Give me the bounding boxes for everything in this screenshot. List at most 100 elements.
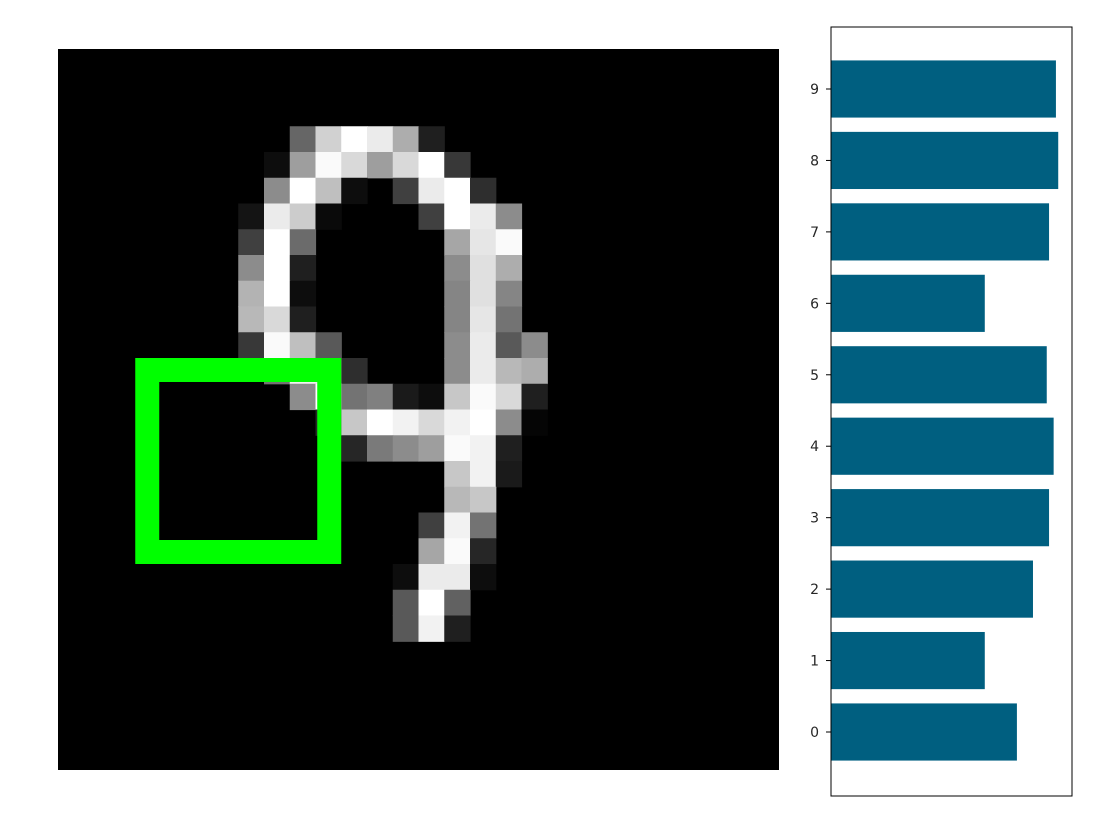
pixel-r16-c16 (470, 461, 497, 488)
bar-5 (831, 346, 1047, 404)
pixel-r20-c16 (470, 564, 497, 591)
pixel-r8-c17 (495, 255, 523, 282)
pixel-r15-c12 (367, 435, 394, 462)
pixel-r8-c7 (238, 255, 265, 282)
pixel-r10-c8 (264, 306, 291, 333)
pixel-r11-c10 (315, 332, 342, 359)
pixel-r16-c15 (444, 461, 471, 488)
pixel-r10-c16 (470, 306, 497, 333)
pixel-r6-c10 (315, 203, 342, 230)
pixel-r21-c13 (392, 589, 420, 617)
pixel-r11-c8 (264, 332, 291, 359)
pixel-r13-c9 (289, 383, 317, 411)
pixel-r4-c8 (264, 152, 291, 179)
pixel-r19-c14 (418, 538, 445, 565)
pixel-r9-c7 (238, 280, 265, 308)
bar-3 (831, 489, 1050, 547)
pixel-r12-c17 (495, 358, 523, 385)
pixel-r5-c16 (470, 177, 497, 205)
tick-label-5: 5 (810, 368, 819, 384)
pixel-r3-c11 (341, 126, 368, 153)
pixel-r7-c17 (495, 229, 523, 256)
pixel-r3-c8 (264, 126, 291, 153)
pixel-r13-c15 (444, 383, 471, 411)
pixel-r14-c11 (341, 409, 368, 436)
pixel-r14-c15 (444, 409, 471, 436)
bar-chart-frame (830, 26, 1073, 797)
pixel-r8-c8 (264, 255, 291, 282)
pixel-r15-c15 (444, 435, 471, 462)
bar-1 (831, 631, 985, 690)
pixel-r11-c16 (470, 332, 497, 359)
pixel-r17-c15 (444, 486, 471, 514)
pixel-r20-c15 (444, 564, 471, 591)
tick-label-8: 8 (810, 153, 819, 169)
pixel-r3-c12 (367, 126, 394, 153)
pixel-r5-c13 (392, 177, 420, 205)
pixel-r8-c9 (289, 255, 317, 282)
pixel-r18-c16 (470, 512, 497, 539)
pixel-r8-c15 (444, 255, 471, 282)
tick-label-6: 6 (810, 296, 819, 312)
pixel-r14-c13 (392, 409, 420, 436)
bar-8 (831, 131, 1059, 190)
pixel-r5-c9 (289, 177, 317, 205)
pixel-r12-c18 (521, 358, 548, 385)
pixel-r3-c13 (392, 126, 420, 153)
pixel-r14-c18 (521, 409, 548, 436)
pixel-r14-c17 (495, 409, 523, 436)
pixel-r4-c11 (341, 152, 368, 179)
pixel-r4-c14 (418, 152, 445, 179)
pixel-r14-c16 (470, 409, 497, 436)
pixel-r4-c13 (392, 152, 420, 179)
pixel-r9-c17 (495, 280, 523, 308)
pixel-r7-c8 (264, 229, 291, 256)
pixel-r19-c15 (444, 538, 471, 565)
pixel-r12-c16 (470, 358, 497, 385)
digit-pixels (238, 126, 548, 642)
pixel-r11-c18 (521, 332, 548, 359)
pixel-r13-c18 (521, 383, 548, 411)
pixel-r21-c15 (444, 589, 471, 617)
pixel-r7-c9 (289, 229, 317, 256)
pixel-r13-c11 (341, 383, 368, 411)
pixel-r13-c14 (418, 383, 445, 411)
pixel-r9-c16 (470, 280, 497, 308)
pixel-r10-c15 (444, 306, 471, 333)
tick-label-7: 7 (810, 225, 819, 241)
pixel-r13-c12 (367, 383, 394, 411)
pixel-r11-c9 (289, 332, 317, 359)
pixel-r5-c11 (341, 177, 368, 205)
pixel-r19-c16 (470, 538, 497, 565)
pixel-r10-c7 (238, 306, 265, 333)
pixel-r14-c12 (367, 409, 394, 436)
pixel-r11-c7 (238, 332, 265, 359)
tick-label-1: 1 (810, 654, 819, 670)
pixel-r11-c17 (495, 332, 523, 359)
pixel-r10-c9 (289, 306, 317, 333)
pixel-r3-c14 (418, 126, 445, 153)
tick-label-3: 3 (810, 511, 819, 527)
pixel-r6-c8 (264, 203, 291, 230)
pixel-r22-c13 (392, 615, 420, 642)
pixel-r9-c9 (289, 280, 317, 308)
digit-image-panel (58, 49, 779, 770)
pixel-r3-c9 (289, 126, 317, 153)
pixel-r13-c16 (470, 383, 497, 411)
tick-label-2: 2 (810, 582, 819, 598)
pixel-r11-c15 (444, 332, 471, 359)
pixel-r15-c16 (470, 435, 497, 462)
pixel-r22-c15 (444, 615, 471, 642)
pixel-r6-c7 (238, 203, 265, 230)
pixel-r5-c10 (315, 177, 342, 205)
pixel-r13-c13 (392, 383, 420, 411)
pixel-r5-c15 (444, 177, 471, 205)
pixel-r6-c14 (418, 203, 445, 230)
pixel-r15-c11 (341, 435, 368, 462)
tick-label-4: 4 (810, 439, 819, 455)
pixel-r5-c8 (264, 177, 291, 205)
pixel-r7-c16 (470, 229, 497, 256)
pixel-r22-c14 (418, 615, 445, 642)
bars (831, 60, 1059, 761)
pixel-r6-c15 (444, 203, 471, 230)
